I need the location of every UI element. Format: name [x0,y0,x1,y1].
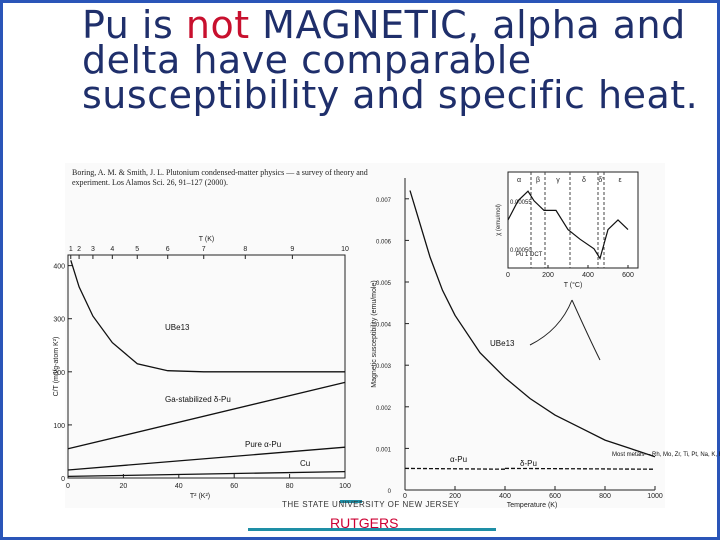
chart3-xtick-label: 400 [582,272,594,279]
chart3-xtick-label: 0 [506,272,510,279]
chart1-toptick-label: 6 [166,246,170,253]
chart2-xtick-label: 400 [499,493,511,500]
chart1-xtick-label: 80 [286,483,294,490]
footer-rule [248,528,496,531]
chart3-phase-label: β [536,177,540,184]
chart1-toptick-label: 1 [69,246,73,253]
chart1-series-label: Ga-stabilized δ-Pu [165,395,231,404]
chart1-y-axis-label: C/T (mJ/g-atom K²) [53,337,60,397]
citation: Boring, A. M. & Smith, J. L. Plutonium c… [72,168,368,187]
chart1-toptick-label: 7 [202,246,206,253]
chart2-y-axis-label: Magnetic susceptibility (emu/mole) [371,280,378,387]
chart2-series-line [404,467,506,470]
chart2-xtick-label: 600 [549,493,561,500]
chart3-phase-label: δ' [598,177,603,184]
chart1-xtick-label: 20 [120,483,128,490]
chart1-xtick-label: 60 [230,483,238,490]
chart2-ytick-label: 0 [388,489,392,495]
chart2-xtick-label: 1000 [647,493,663,500]
chart2-ytick-label: 0.002 [376,406,392,412]
chart1-frame [67,254,346,479]
chart1-series-line [70,260,345,373]
chart2-series-label: α-Pu [450,455,467,464]
chart2-ytick-label: 0.005 [376,281,392,287]
chart2-ytick-label: 0.007 [376,198,392,204]
chart3-xtick-label: 600 [622,272,634,279]
chart1-xtick-label: 40 [175,483,183,490]
chart3-phase-label: δ [582,177,586,184]
chart2-xtick-label: 0 [403,493,407,500]
chart3-y-axis-label: χ (emu/mol) [496,204,502,236]
chart2-ytick-label: 0.006 [376,239,392,245]
footer-university: THE STATE UNIVERSITY OF NEW JERSEY [282,500,460,509]
chart1-series-label: UBe13 [165,323,190,332]
chart1-x-axis-label: T² (K²) [190,493,210,500]
chart3-phase-label: γ [556,177,560,184]
chart1-ytick-label: 100 [53,423,65,430]
chart2-ytick-label: 0.004 [376,323,392,329]
chart1-top-axis-label: T (K) [199,236,214,243]
chart2-ytick-label: 0.003 [376,364,392,370]
chart2-ytick-label: 0.001 [376,447,392,453]
footer-rutgers: RUTGERS [330,515,399,531]
footer-rule-small [340,500,362,503]
chart1-toptick-label: 9 [290,246,294,253]
slide-title: Pu is not MAGNETIC, alpha and delta have… [82,6,702,114]
chart3-legend-entry: Pu 1 DCT [516,252,543,258]
chart3-series-line [507,190,629,260]
title-text-1: Pu is [82,3,186,47]
chart2-xtick-label: 200 [449,493,461,500]
chart1-toptick-label: 8 [243,246,247,253]
title-highlight: not [185,3,250,47]
chart3-x-axis-label: T (°C) [564,281,583,289]
chart3-phase-label: α [517,177,521,184]
chart1-toptick-label: 10 [341,246,349,253]
chart2-x-axis-label: Temperature (K) [507,502,558,509]
chart3-phase-label: ε [618,177,621,184]
chart1-series-line [67,446,346,471]
chart2-series-line [409,190,656,458]
chart1-toptick-label: 2 [77,246,81,253]
chart1-series-label: Cu [300,459,310,468]
chart2-series-label: UBe13 [490,339,515,348]
chart2-annotation: Most metals— Rh, Mo, Zr, Ti, Pt, Na, K, … [612,452,720,458]
chart1-ytick-label: 400 [53,264,65,271]
chart2-series-label: δ-Pu [520,459,537,468]
chart1-toptick-label: 3 [91,246,95,253]
chart1-toptick-label: 5 [135,246,139,253]
chart1-xtick-label: 100 [339,483,351,490]
chart1-series-line [67,470,346,478]
chart3-callout-lines [529,299,601,361]
chart3-frame [507,171,639,269]
chart2-series-line [504,467,656,470]
chart1-xtick-label: 0 [66,483,70,490]
chart3-ytick-label: 0.00050 [510,248,532,254]
chart1-ytick-label: 200 [53,370,65,377]
chart1-series-label: Pure α-Pu [245,440,281,449]
chart3-xtick-label: 200 [542,272,554,279]
chart3-ytick-label: 0.00055 [510,200,532,206]
chart2-xtick-label: 800 [599,493,611,500]
chart1-series-line [67,381,346,450]
chart1-toptick-label: 4 [110,246,114,253]
chart1-ytick-label: 0 [61,476,65,483]
chart1-ytick-label: 300 [53,317,65,324]
title-text-2: MAGNETIC, alpha and delta have comparabl… [82,3,699,117]
